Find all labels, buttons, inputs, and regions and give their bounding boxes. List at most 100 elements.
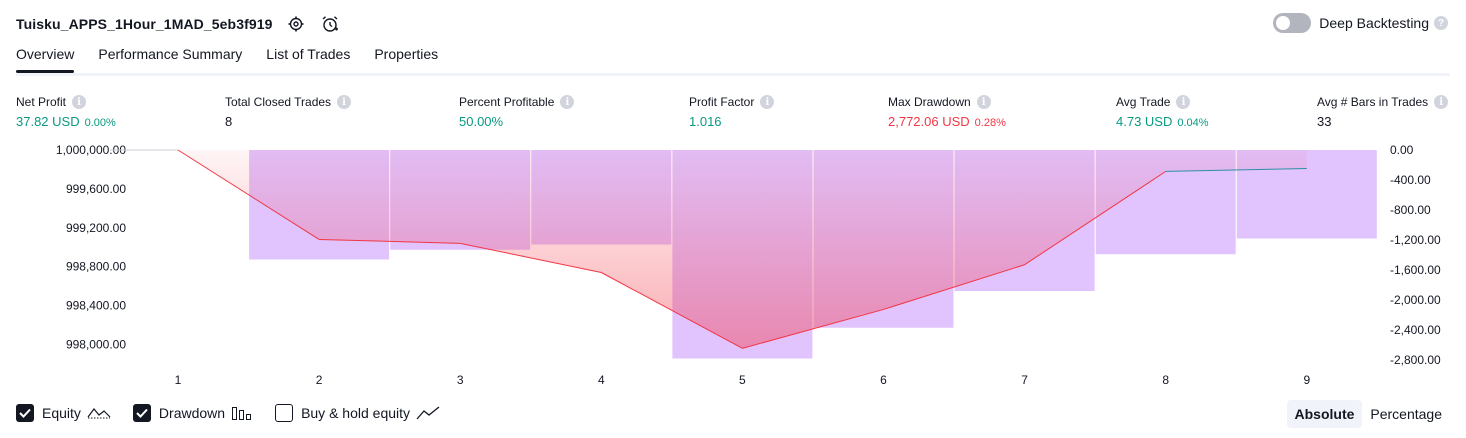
drawdown-bars-icon xyxy=(231,405,253,421)
equity-area xyxy=(110,150,1307,349)
right-axis-tick: 0.00 xyxy=(1390,143,1414,157)
stat-net-profit: Net Profit i 37.82 USD 0.00% xyxy=(16,94,116,129)
stat-max-drawdown: Max Drawdown i 2,772.06 USD 0.28% xyxy=(888,94,1006,129)
equity-line xyxy=(110,149,1307,349)
info-icon[interactable]: i xyxy=(976,95,991,109)
gear-icon[interactable] xyxy=(285,13,307,35)
x-axis-tick: 4 xyxy=(598,373,605,387)
toggle-knob xyxy=(1276,16,1291,30)
legend-buy-hold[interactable]: Buy & hold equity xyxy=(275,404,440,422)
stat-value: 2,772.06 USD xyxy=(888,114,970,129)
legend-label: Buy & hold equity xyxy=(301,405,411,421)
tab-divider xyxy=(16,73,1450,76)
stat-avg-trade: Avg Trade i 4.73 USD 0.04% xyxy=(1116,94,1209,129)
value-mode-switch: Absolute Percentage xyxy=(1286,400,1451,428)
info-icon[interactable]: i xyxy=(760,95,775,109)
info-icon[interactable]: i xyxy=(72,95,87,109)
left-axis: 1,000,000.00 999,600.00 999,200.00 998,800.… xyxy=(56,143,126,351)
stat-label: Max Drawdown xyxy=(888,95,971,109)
stat-value: 8 xyxy=(225,114,233,129)
x-axis-tick: 2 xyxy=(316,373,323,387)
right-axis: 0.00 -400.00 -800.00 -1,200.00 -1,600.00 -2,0… xyxy=(1390,143,1441,367)
right-axis-tick: -1,200.00 xyxy=(1390,233,1441,247)
stat-label: Profit Factor xyxy=(689,95,755,109)
stat-total-closed-trades: Total Closed Trades i 8 xyxy=(225,94,352,129)
drawdown-checkbox[interactable] xyxy=(132,404,151,422)
left-axis-tick: 998,800.00 xyxy=(66,260,126,274)
stat-label: Net Profit xyxy=(16,95,67,109)
stat-label: Avg # Bars in Trades xyxy=(1317,95,1429,109)
right-axis-tick: -400.00 xyxy=(1390,173,1431,187)
x-axis-tick: 7 xyxy=(1021,373,1028,387)
info-icon[interactable]: i xyxy=(560,95,575,109)
stat-value: 4.73 USD xyxy=(1116,114,1173,129)
left-axis-tick: 999,600.00 xyxy=(66,182,126,196)
legend-equity[interactable]: Equity xyxy=(16,404,111,422)
stat-value: 50.00% xyxy=(459,114,504,129)
percentage-button[interactable]: Percentage xyxy=(1370,406,1442,422)
deep-backtesting-toggle[interactable] xyxy=(1273,13,1312,33)
buy-hold-line-icon xyxy=(416,405,440,421)
info-icon[interactable]: i xyxy=(1176,95,1191,109)
x-axis-tick: 8 xyxy=(1162,373,1169,387)
strategy-header: Tuisku_APPS_1Hour_1MAD_5eb3f919 xyxy=(16,12,341,36)
equity-segment xyxy=(883,264,1025,310)
equity-segment xyxy=(460,242,602,273)
tab-list-of-trades[interactable]: List of Trades xyxy=(266,46,351,62)
tab-overview[interactable]: Overview xyxy=(16,46,75,73)
equity-segment xyxy=(601,272,743,349)
equity-line-icon xyxy=(87,405,111,421)
legend-label: Drawdown xyxy=(158,405,226,421)
equity-checkbox[interactable] xyxy=(16,404,34,422)
left-axis-tick: 1,000,000.00 xyxy=(56,143,126,157)
x-axis-tick: 6 xyxy=(880,373,887,387)
stat-value: 1.016 xyxy=(689,114,722,129)
stat-percent-profitable: Percent Profitable i 50.00% xyxy=(459,94,575,129)
stat-percent: 0.28% xyxy=(974,117,1006,129)
left-axis-tick: 998,000.00 xyxy=(66,337,126,351)
tab-bar: Overview Performance Summary List of Tra… xyxy=(16,46,462,73)
stat-label: Percent Profitable xyxy=(459,95,555,109)
equity-segment xyxy=(319,238,461,244)
right-axis-tick: -1,600.00 xyxy=(1390,263,1441,277)
left-axis-tick: 999,200.00 xyxy=(66,221,126,235)
stat-value: 33 xyxy=(1317,114,1332,129)
strategy-name: Tuisku_APPS_1Hour_1MAD_5eb3f919 xyxy=(16,16,273,32)
stat-percent: 0.04% xyxy=(1177,117,1209,129)
legend-drawdown[interactable]: Drawdown xyxy=(132,404,253,422)
absolute-button[interactable]: Absolute xyxy=(1286,400,1363,428)
tab-properties[interactable]: Properties xyxy=(374,46,439,62)
chart-legend: Equity Drawdown Buy & hold equity xyxy=(16,404,462,422)
stat-label: Total Closed Trades xyxy=(225,95,332,109)
deep-backtesting-label: Deep Backtesting xyxy=(1319,15,1429,31)
stat-avg-bars: Avg # Bars in Trades i 33 xyxy=(1317,94,1449,129)
x-axis: 1 2 3 4 5 6 7 8 9 xyxy=(175,373,1311,387)
help-icon[interactable]: ? xyxy=(1434,16,1448,30)
equity-drawdown-chart[interactable]: 1,000,000.00 999,600.00 999,200.00 998,800.… xyxy=(0,138,1466,396)
x-axis-tick: 1 xyxy=(175,373,182,387)
right-axis-tick: -2,800.00 xyxy=(1390,353,1441,367)
equity-segment xyxy=(1165,167,1307,172)
right-axis-tick: -2,400.00 xyxy=(1390,323,1441,337)
legend-label: Equity xyxy=(42,405,81,421)
equity-segment xyxy=(1024,170,1166,266)
info-icon[interactable]: i xyxy=(1434,95,1449,109)
x-axis-tick: 3 xyxy=(457,373,464,387)
equity-segment xyxy=(177,149,320,240)
alarm-clock-plus-icon[interactable] xyxy=(319,13,341,35)
stat-value: 37.82 USD xyxy=(16,114,80,129)
stat-profit-factor: Profit Factor i 1.016 xyxy=(689,94,775,129)
buy-hold-checkbox[interactable] xyxy=(275,404,294,422)
right-axis-tick: -800.00 xyxy=(1390,203,1431,217)
equity-fill xyxy=(110,150,1307,349)
equity-segment xyxy=(742,308,884,349)
info-icon[interactable]: i xyxy=(337,95,352,109)
right-axis-tick: -2,000.00 xyxy=(1390,293,1441,307)
deep-backtesting: Deep Backtesting ? xyxy=(1273,13,1448,33)
x-axis-tick: 5 xyxy=(739,373,746,387)
left-axis-tick: 998,400.00 xyxy=(66,299,126,313)
x-axis-tick: 9 xyxy=(1303,373,1310,387)
tab-performance-summary[interactable]: Performance Summary xyxy=(98,46,243,62)
stat-percent: 0.00% xyxy=(84,117,116,129)
stat-label: Avg Trade xyxy=(1116,95,1171,109)
